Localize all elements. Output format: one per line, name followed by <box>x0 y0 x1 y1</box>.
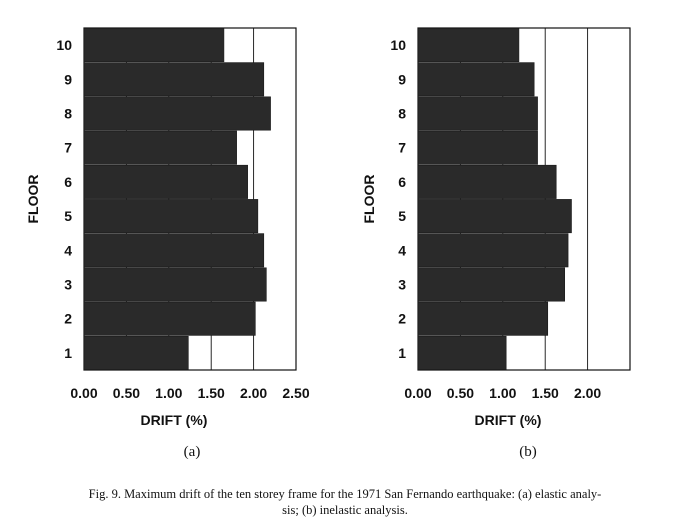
floor-tick-label: 2 <box>398 311 406 327</box>
bar-floor-8 <box>83 96 271 131</box>
x-tick-label: 0.00 <box>70 385 97 401</box>
floor-tick-label: 6 <box>64 174 72 190</box>
x-tick-label: 0.50 <box>113 385 140 401</box>
bar-floor-3 <box>417 267 566 302</box>
bar-floor-2 <box>83 301 256 336</box>
x-tick-label: 1.00 <box>489 385 516 401</box>
floor-tick-label: 9 <box>64 71 72 87</box>
x-tick-label: 0.50 <box>447 385 474 401</box>
bar-floor-6 <box>83 164 248 199</box>
bar-floor-6 <box>417 164 557 199</box>
x-tick-label: 1.50 <box>198 385 225 401</box>
plot-frame <box>417 27 631 371</box>
panel-label: (b) <box>519 444 537 460</box>
floor-tick-label: 3 <box>398 277 406 293</box>
x-tick-label: 2.50 <box>282 385 309 401</box>
floor-tick-label: 7 <box>398 140 406 156</box>
floor-tick-label: 3 <box>64 277 72 293</box>
bar-floor-7 <box>83 130 237 165</box>
bar-floor-5 <box>417 199 572 234</box>
x-axis-label: DRIFT (%) <box>475 412 542 428</box>
bar-floor-9 <box>83 62 265 97</box>
panel-label: (a) <box>184 444 201 460</box>
floor-tick-label: 8 <box>64 106 72 122</box>
bar-floor-8 <box>417 96 538 131</box>
x-tick-label: 1.50 <box>532 385 559 401</box>
x-tick-label: 2.00 <box>240 385 267 401</box>
floor-tick-label: 4 <box>64 242 72 258</box>
bar-floor-10 <box>83 28 225 63</box>
floor-tick-label: 10 <box>390 37 406 53</box>
floor-tick-label: 5 <box>64 208 72 224</box>
x-tick-label: 0.00 <box>404 385 431 401</box>
figure-caption-line-2: sis; (b) inelastic analysis. <box>282 503 408 517</box>
floor-tick-label: 4 <box>398 242 406 258</box>
figure-caption-line-1: Fig. 9. Maximum drift of the ten storey … <box>88 487 602 501</box>
bar-floor-10 <box>417 28 520 63</box>
x-tick-label: 2.00 <box>574 385 601 401</box>
y-axis-label: FLOOR <box>25 175 41 224</box>
bar-floor-1 <box>417 335 507 370</box>
floor-tick-label: 9 <box>398 71 406 87</box>
bar-floor-4 <box>83 233 265 268</box>
floor-tick-label: 8 <box>398 106 406 122</box>
bar-floor-5 <box>83 199 259 234</box>
bar-floor-3 <box>83 267 267 302</box>
floor-tick-label: 6 <box>398 174 406 190</box>
bar-floor-1 <box>83 335 189 370</box>
chart-panel-a: 1 2 3 4 5 6 7 8 9 10 0.00 0.50 1.00 1.50 2.00 2.50 DRIFT… <box>25 27 310 460</box>
floor-tick-label: 10 <box>56 37 72 53</box>
chart-panel-b: 1 2 3 4 5 6 7 8 9 10 0.00 0.50 1.00 1.50 2.00 DRIFT (%)… <box>361 27 631 460</box>
floor-tick-label: 5 <box>398 208 406 224</box>
plot-frame <box>83 27 297 371</box>
floor-tick-label: 7 <box>64 140 72 156</box>
bar-floor-4 <box>417 233 569 268</box>
floor-tick-label: 1 <box>398 345 406 361</box>
floor-tick-label: 1 <box>64 345 72 361</box>
floor-tick-label: 2 <box>64 311 72 327</box>
x-axis-label: DRIFT (%) <box>141 412 208 428</box>
x-tick-label: 1.00 <box>155 385 182 401</box>
bar-floor-7 <box>417 130 538 165</box>
bar-floor-9 <box>417 62 535 97</box>
bar-floor-2 <box>417 301 549 336</box>
y-axis-label: FLOOR <box>361 175 377 224</box>
